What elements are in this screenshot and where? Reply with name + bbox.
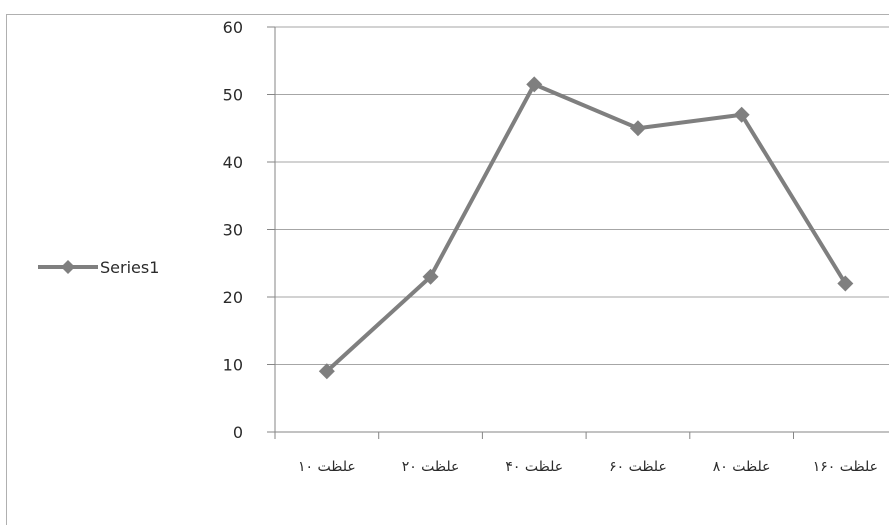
data-point-marker xyxy=(733,106,750,123)
series-layer xyxy=(318,76,854,380)
x-tick-label: علظت ۶۰ xyxy=(609,459,667,475)
chart-area xyxy=(6,14,889,525)
legend-label-series1: Series1 xyxy=(100,258,159,277)
x-tick-label: علظت ۸۰ xyxy=(713,459,771,475)
y-tick-label: 0 xyxy=(233,423,243,442)
legend-marker-series1 xyxy=(61,260,75,274)
y-tick-label: 50 xyxy=(223,86,243,105)
data-point-marker xyxy=(629,120,646,137)
data-point-marker xyxy=(318,363,335,380)
x-tick-label: علظت ۴۰ xyxy=(505,459,563,475)
series-line-series1 xyxy=(324,82,848,374)
x-axis-tick-labels: علظت ۱۰ علظت ۲۰ علظت ۴۰ علظت ۶۰ علظت ۸۰ علظت … xyxy=(298,459,878,475)
data-point-marker xyxy=(526,76,543,93)
x-tick-label: علظت ۲۰ xyxy=(402,459,460,475)
y-tick-label: 30 xyxy=(223,221,243,240)
axes xyxy=(267,26,889,439)
x-tick-label: علظت ۱۰ xyxy=(298,459,356,475)
y-tick-label: 20 xyxy=(223,288,243,307)
y-tick-label: 10 xyxy=(223,356,243,375)
y-tick-label: 40 xyxy=(223,153,243,172)
data-point-marker xyxy=(837,275,854,292)
gridlines xyxy=(275,26,889,365)
y-tick-label: 60 xyxy=(223,18,243,37)
legend: Series1 xyxy=(38,258,159,277)
x-tick-label: علظت ۱۶۰ xyxy=(813,459,878,475)
y-axis-tick-labels: 0 10 20 30 40 50 60 xyxy=(223,18,243,442)
data-point-marker xyxy=(422,268,439,285)
